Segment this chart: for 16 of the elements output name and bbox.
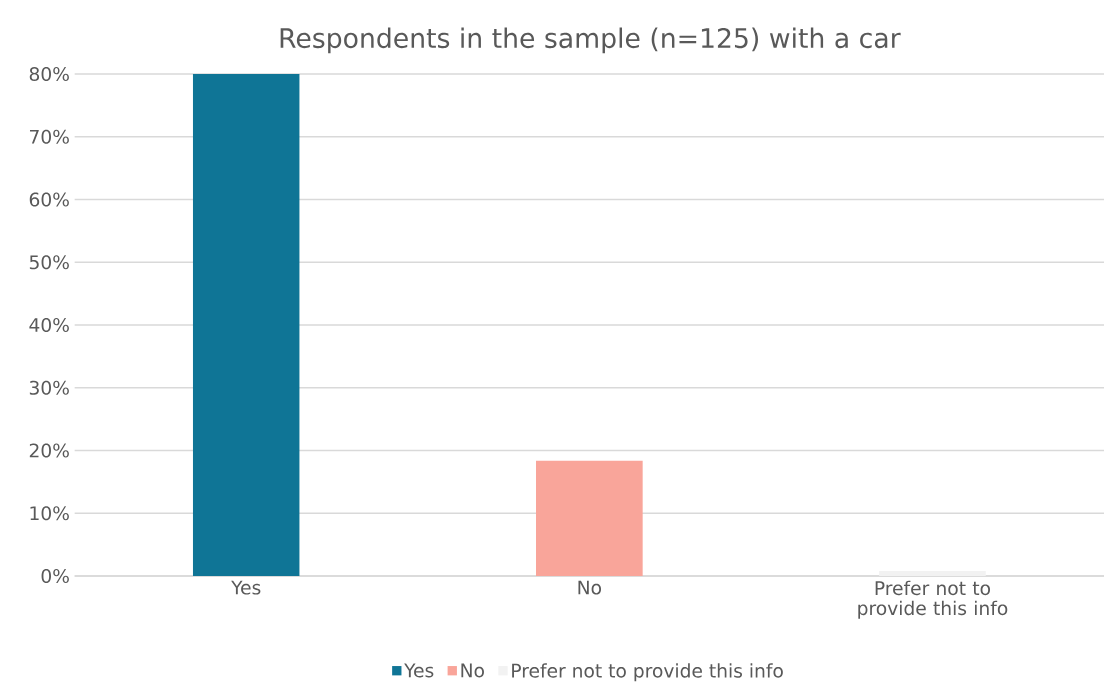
y-tick-label: 20% (29, 443, 69, 458)
x-tick-label: Prefer not to provide this info (858, 580, 1008, 619)
y-tick-label: 40% (29, 317, 69, 333)
y-tick-label: 80% (29, 66, 69, 82)
y-tick-label: 50% (29, 255, 69, 270)
x-tick-label: No (578, 580, 602, 595)
x-tick-label: Yes (231, 580, 261, 595)
y-tick-label: 10% (30, 506, 69, 521)
legend-label: No (461, 663, 484, 678)
y-tick-label: 30% (29, 380, 69, 395)
chart-title: Respondents in the sample (n=125) with a car (280, 27, 901, 54)
y-tick-label: 0% (41, 568, 69, 584)
legend-label: Prefer not to provide this info (512, 663, 783, 682)
legend-label: Yes (404, 663, 434, 678)
y-tick-label: 70% (29, 129, 69, 144)
y-tick-label: 60% (29, 192, 69, 207)
